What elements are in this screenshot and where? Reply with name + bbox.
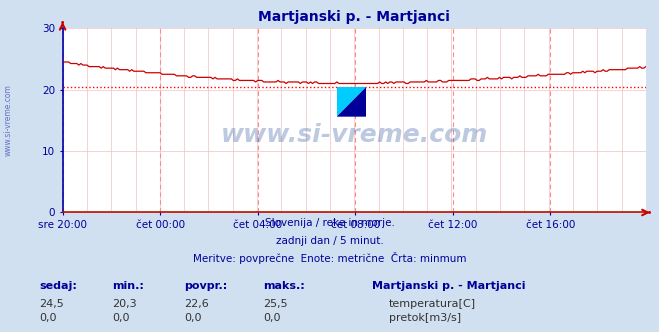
Text: Meritve: povprečne  Enote: metrične  Črta: minmum: Meritve: povprečne Enote: metrične Črta:… (192, 252, 467, 264)
Text: 20,3: 20,3 (112, 299, 136, 309)
Text: Martjanski p. - Martjanci: Martjanski p. - Martjanci (372, 281, 526, 291)
Text: 0,0: 0,0 (264, 313, 281, 323)
Text: 22,6: 22,6 (185, 299, 210, 309)
Polygon shape (337, 87, 366, 117)
Text: www.si-vreme.com: www.si-vreme.com (3, 84, 13, 156)
Text: 0,0: 0,0 (40, 313, 57, 323)
Text: povpr.:: povpr.: (185, 281, 228, 291)
Text: www.si-vreme.com: www.si-vreme.com (221, 123, 488, 147)
Text: sedaj:: sedaj: (40, 281, 77, 291)
Text: pretok[m3/s]: pretok[m3/s] (389, 313, 461, 323)
Text: Slovenija / reke in morje.: Slovenija / reke in morje. (264, 218, 395, 228)
Title: Martjanski p. - Martjanci: Martjanski p. - Martjanci (258, 10, 450, 24)
Text: 0,0: 0,0 (185, 313, 202, 323)
Text: 25,5: 25,5 (264, 299, 288, 309)
Polygon shape (337, 87, 366, 117)
Text: 0,0: 0,0 (112, 313, 130, 323)
Text: zadnji dan / 5 minut.: zadnji dan / 5 minut. (275, 236, 384, 246)
Text: 24,5: 24,5 (40, 299, 65, 309)
Text: maks.:: maks.: (264, 281, 305, 291)
Text: temperatura[C]: temperatura[C] (389, 299, 476, 309)
Text: min.:: min.: (112, 281, 144, 291)
